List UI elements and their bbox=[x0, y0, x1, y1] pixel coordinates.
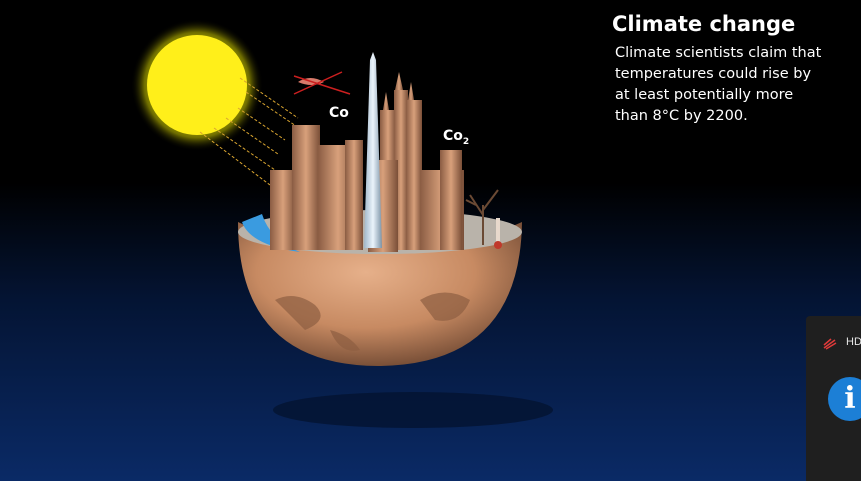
hd-label: HD bbox=[846, 336, 861, 348]
co2-label: Co2 bbox=[443, 128, 469, 147]
hd-icon bbox=[823, 338, 837, 350]
earth-hemisphere bbox=[238, 222, 522, 366]
dead-tree bbox=[465, 189, 499, 245]
sun-core bbox=[147, 35, 247, 135]
side-panel: HD i bbox=[806, 316, 861, 481]
info-button[interactable]: i bbox=[828, 377, 861, 421]
crossed-plane-icon bbox=[293, 71, 351, 95]
co2-label-subscript: 2 bbox=[462, 136, 470, 147]
slide-body-text: Climate scientists claim that temperatur… bbox=[615, 45, 822, 124]
thermometer bbox=[496, 218, 500, 244]
slide-title: Climate change bbox=[612, 12, 796, 36]
sun-rays bbox=[199, 77, 299, 186]
co2-label-base: Co bbox=[443, 128, 463, 144]
co-label: Co bbox=[329, 105, 349, 121]
glass-tower bbox=[364, 52, 382, 248]
earth-shadow bbox=[273, 392, 553, 428]
